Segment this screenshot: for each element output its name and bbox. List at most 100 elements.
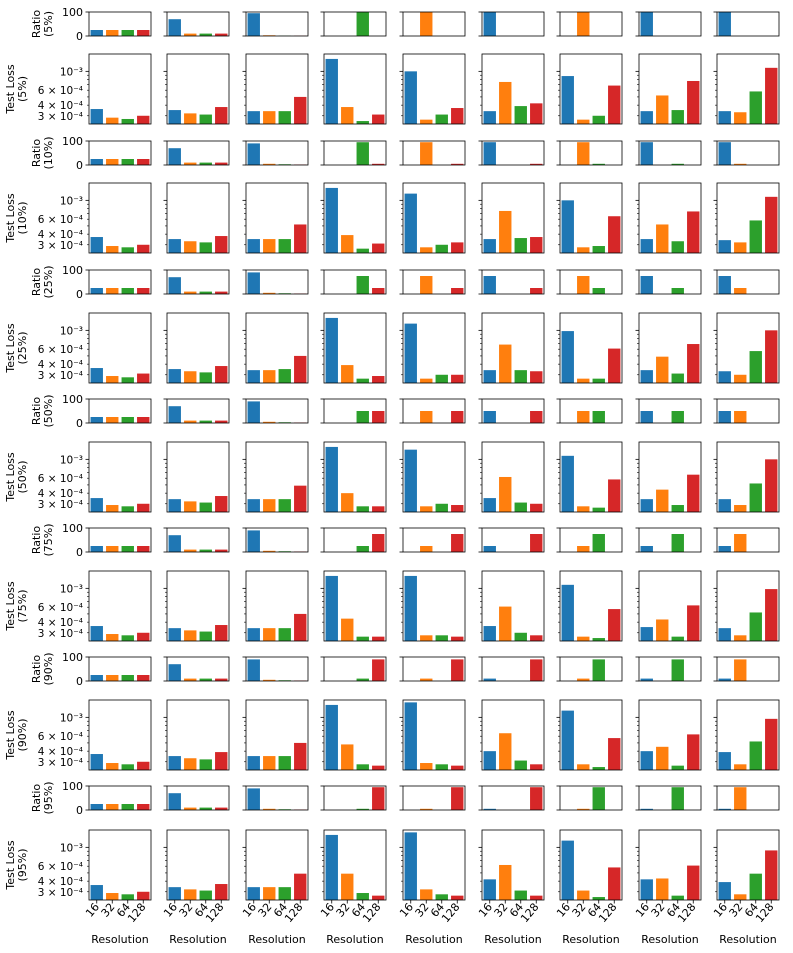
loss-bar [514,632,527,641]
loss-bar [215,236,228,253]
ratio-bar [451,534,464,552]
loss-bar [215,496,228,512]
loss-panel-frame [716,829,780,901]
ratio-panel-frame [245,527,309,553]
ratio-bar [106,417,119,423]
ratio-bar [372,411,385,423]
loss-bar [514,238,527,253]
ratio-bar [372,787,385,810]
loss-bar [577,378,590,383]
ratio-bar [137,288,150,294]
loss-bar [514,760,527,770]
loss-bar [420,506,433,512]
ratio-panel-frame [323,140,387,166]
ratio-bar [215,678,228,681]
loss-bar [294,873,307,900]
loss-bar [687,80,700,124]
loss-bar [734,505,747,512]
loss-bar [765,718,778,770]
ratio-bar [718,808,731,810]
loss-ytick-label: 10⁻³ [60,325,83,337]
loss-ylabel: Test Loss(90%) [4,710,29,761]
loss-ytick-label: 4 × 10⁻⁴ [38,100,83,112]
ratio-bar [483,808,496,810]
loss-bar [592,897,605,900]
loss-bar [341,493,354,512]
loss-bar [499,864,512,900]
ratio-bar [90,159,103,165]
ratio-bar [215,291,228,294]
loss-panel-frame [88,441,152,513]
loss-panel-frame [402,441,466,513]
loss-ylabel: Test Loss(75%) [4,581,29,632]
loss-bar [451,242,464,253]
loss-panel-frame [559,441,623,513]
ratio-ylabel: Ratio(90%) [30,652,55,685]
loss-panel-frame [323,441,387,513]
loss-bar [718,752,731,770]
loss-bar [106,246,119,253]
ratio-bar [106,546,119,552]
loss-bar [499,210,512,253]
ratio-ytick-label: 100 [62,522,83,535]
loss-bar [278,369,291,383]
ratio-bar [356,678,369,681]
ratio-bar [263,679,276,681]
loss-panel-frame [481,570,545,642]
loss-bar [435,635,448,641]
loss-bar [294,355,307,383]
ratio-panel-frame [323,11,387,37]
loss-panel-frame [638,699,702,771]
ratio-bar [530,288,543,294]
loss-bar [749,91,762,124]
loss-bar [734,894,747,900]
ratio-bar [106,804,119,810]
loss-bar [184,113,197,124]
loss-bar [404,832,417,900]
loss-bar [451,505,464,512]
loss-bar [420,119,433,124]
ratio-bar [356,276,369,294]
ratio-bar [734,411,747,423]
loss-bar [263,628,276,641]
ratio-bar [734,534,747,552]
loss-panel-frame [245,312,309,384]
ratio-bar [121,804,134,810]
loss-bar [435,244,448,253]
loss-ylabel: Test Loss(10%) [4,193,29,244]
loss-bar [640,370,653,383]
loss-ytick-label: 4 × 10⁻⁴ [38,229,83,241]
loss-bar [671,895,684,900]
loss-panel-frame [716,699,780,771]
loss-bar [671,110,684,124]
x-tick-label: 128 [360,901,383,925]
loss-bar [215,366,228,383]
ratio-panel-frame [166,140,230,166]
ratio-panel-frame [716,140,780,166]
loss-bar [404,193,417,253]
loss-bar [215,884,228,900]
loss-ytick-label: 6 × 10⁻⁴ [38,731,83,743]
loss-bar [561,200,574,253]
ratio-bar [577,546,590,552]
loss-bar [514,106,527,124]
ratio-ytick-label: 100 [62,135,83,148]
ratio-bar [137,159,150,165]
loss-ytick-label: 4 × 10⁻⁴ [38,617,83,629]
loss-bar [404,702,417,770]
loss-panel-frame [88,699,152,771]
loss-bar [530,764,543,770]
ratio-ytick-label: 0 [76,804,83,817]
loss-panel-frame [559,182,623,254]
ratio-bar [483,411,496,423]
ratio-panel-frame [559,527,623,553]
ratio-bar [247,272,260,294]
ratio-panel-frame [716,785,780,811]
ratio-panel-frame [402,398,466,424]
loss-bar [687,605,700,641]
loss-panel-frame [402,570,466,642]
ratio-bar [121,546,134,552]
ratio-bar [640,546,653,552]
loss-ytick-label: 4 × 10⁻⁴ [38,488,83,500]
ratio-ylabel: Ratio(5%) [30,10,55,39]
